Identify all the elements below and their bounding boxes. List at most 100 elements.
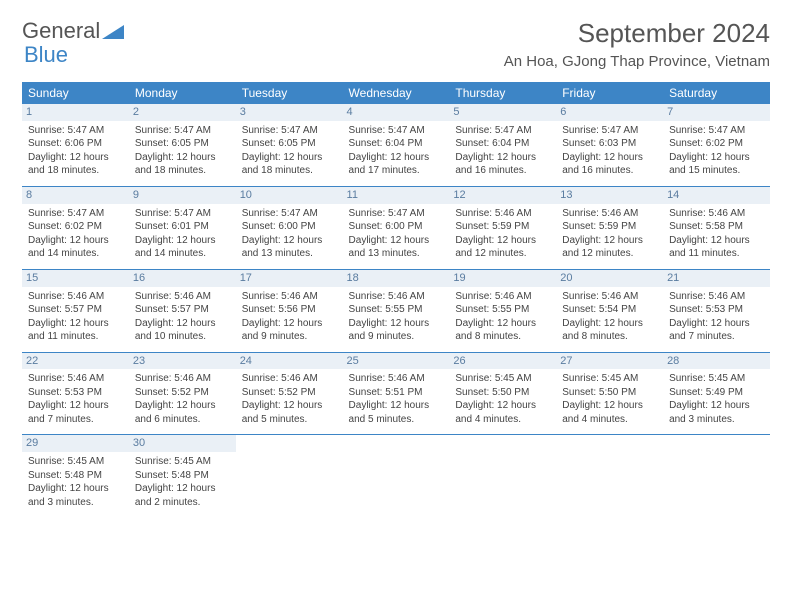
- sunrise-text: Sunrise: 5:47 AM: [349, 207, 444, 221]
- day-number: 28: [663, 353, 770, 370]
- daylight-text: Daylight: 12 hours and 12 minutes.: [455, 234, 550, 261]
- logo-text-blue: Blue: [24, 42, 68, 68]
- day-number: 30: [129, 435, 236, 452]
- calendar-cell: 2Sunrise: 5:47 AMSunset: 6:05 PMDaylight…: [129, 104, 236, 186]
- sunrise-text: Sunrise: 5:47 AM: [669, 124, 764, 138]
- calendar-cell: 22Sunrise: 5:46 AMSunset: 5:53 PMDayligh…: [22, 352, 129, 435]
- calendar-row: 29Sunrise: 5:45 AMSunset: 5:48 PMDayligh…: [22, 435, 770, 517]
- daylight-text: Daylight: 12 hours and 11 minutes.: [669, 234, 764, 261]
- calendar-cell: 4Sunrise: 5:47 AMSunset: 6:04 PMDaylight…: [343, 104, 450, 186]
- dayhead-wednesday: Wednesday: [343, 82, 450, 104]
- sunrise-text: Sunrise: 5:46 AM: [242, 290, 337, 304]
- daylight-text: Daylight: 12 hours and 3 minutes.: [28, 482, 123, 509]
- daylight-text: Daylight: 12 hours and 18 minutes.: [242, 151, 337, 178]
- sunset-text: Sunset: 6:02 PM: [669, 137, 764, 151]
- sunset-text: Sunset: 5:52 PM: [135, 386, 230, 400]
- day-number: 12: [449, 187, 556, 204]
- calendar-row: 15Sunrise: 5:46 AMSunset: 5:57 PMDayligh…: [22, 269, 770, 352]
- sunrise-text: Sunrise: 5:46 AM: [28, 372, 123, 386]
- calendar-row: 22Sunrise: 5:46 AMSunset: 5:53 PMDayligh…: [22, 352, 770, 435]
- sunrise-text: Sunrise: 5:45 AM: [28, 455, 123, 469]
- day-number: 26: [449, 353, 556, 370]
- daylight-text: Daylight: 12 hours and 7 minutes.: [669, 317, 764, 344]
- calendar-cell: 15Sunrise: 5:46 AMSunset: 5:57 PMDayligh…: [22, 269, 129, 352]
- sunset-text: Sunset: 5:59 PM: [455, 220, 550, 234]
- calendar-cell: 13Sunrise: 5:46 AMSunset: 5:59 PMDayligh…: [556, 186, 663, 269]
- sunset-text: Sunset: 6:05 PM: [242, 137, 337, 151]
- day-number: 2: [129, 104, 236, 121]
- day-number: 29: [22, 435, 129, 452]
- calendar-table: Sunday Monday Tuesday Wednesday Thursday…: [22, 82, 770, 517]
- day-number: 4: [343, 104, 450, 121]
- sunset-text: Sunset: 5:58 PM: [669, 220, 764, 234]
- sunset-text: Sunset: 5:48 PM: [28, 469, 123, 483]
- day-number: 5: [449, 104, 556, 121]
- title-block: September 2024 An Hoa, GJong Thap Provin…: [504, 18, 770, 70]
- calendar-cell: 26Sunrise: 5:45 AMSunset: 5:50 PMDayligh…: [449, 352, 556, 435]
- daylight-text: Daylight: 12 hours and 10 minutes.: [135, 317, 230, 344]
- sunset-text: Sunset: 6:04 PM: [349, 137, 444, 151]
- location: An Hoa, GJong Thap Province, Vietnam: [504, 53, 770, 70]
- calendar-cell: [343, 435, 450, 517]
- day-number: 14: [663, 187, 770, 204]
- day-number: 22: [22, 353, 129, 370]
- daylight-text: Daylight: 12 hours and 8 minutes.: [562, 317, 657, 344]
- sunrise-text: Sunrise: 5:45 AM: [135, 455, 230, 469]
- sunset-text: Sunset: 6:02 PM: [28, 220, 123, 234]
- calendar-cell: 3Sunrise: 5:47 AMSunset: 6:05 PMDaylight…: [236, 104, 343, 186]
- logo-triangle-icon: [102, 23, 124, 39]
- day-number: 6: [556, 104, 663, 121]
- day-number: 18: [343, 270, 450, 287]
- day-number: 15: [22, 270, 129, 287]
- daylight-text: Daylight: 12 hours and 18 minutes.: [28, 151, 123, 178]
- sunrise-text: Sunrise: 5:45 AM: [562, 372, 657, 386]
- calendar-cell: 10Sunrise: 5:47 AMSunset: 6:00 PMDayligh…: [236, 186, 343, 269]
- calendar-cell: 27Sunrise: 5:45 AMSunset: 5:50 PMDayligh…: [556, 352, 663, 435]
- sunset-text: Sunset: 5:55 PM: [455, 303, 550, 317]
- day-number: 23: [129, 353, 236, 370]
- sunset-text: Sunset: 6:01 PM: [135, 220, 230, 234]
- daylight-text: Daylight: 12 hours and 17 minutes.: [349, 151, 444, 178]
- daylight-text: Daylight: 12 hours and 11 minutes.: [28, 317, 123, 344]
- sunset-text: Sunset: 5:57 PM: [28, 303, 123, 317]
- sunset-text: Sunset: 5:56 PM: [242, 303, 337, 317]
- daylight-text: Daylight: 12 hours and 16 minutes.: [455, 151, 550, 178]
- calendar-cell: 21Sunrise: 5:46 AMSunset: 5:53 PMDayligh…: [663, 269, 770, 352]
- sunrise-text: Sunrise: 5:47 AM: [28, 124, 123, 138]
- calendar-row: 8Sunrise: 5:47 AMSunset: 6:02 PMDaylight…: [22, 186, 770, 269]
- day-number: 10: [236, 187, 343, 204]
- calendar-cell: 7 Sunrise: 5:47 AMSunset: 6:02 PMDaylight…: [663, 104, 770, 186]
- daylight-text: Daylight: 12 hours and 15 minutes.: [669, 151, 764, 178]
- sunrise-text: Sunrise: 5:46 AM: [242, 372, 337, 386]
- day-number: 7: [663, 104, 770, 121]
- calendar-body: 1Sunrise: 5:47 AMSunset: 6:06 PMDaylight…: [22, 104, 770, 517]
- sunrise-text: Sunrise: 5:46 AM: [562, 207, 657, 221]
- daylight-text: Daylight: 12 hours and 5 minutes.: [242, 399, 337, 426]
- sunrise-text: Sunrise: 5:46 AM: [349, 290, 444, 304]
- calendar-cell: 17Sunrise: 5:46 AMSunset: 5:56 PMDayligh…: [236, 269, 343, 352]
- sunset-text: Sunset: 5:55 PM: [349, 303, 444, 317]
- sunset-text: Sunset: 6:05 PM: [135, 137, 230, 151]
- calendar-cell: 12Sunrise: 5:46 AMSunset: 5:59 PMDayligh…: [449, 186, 556, 269]
- daylight-text: Daylight: 12 hours and 2 minutes.: [135, 482, 230, 509]
- daylight-text: Daylight: 12 hours and 5 minutes.: [349, 399, 444, 426]
- sunset-text: Sunset: 6:03 PM: [562, 137, 657, 151]
- day-number: 19: [449, 270, 556, 287]
- sunrise-text: Sunrise: 5:46 AM: [349, 372, 444, 386]
- calendar-cell: 18Sunrise: 5:46 AMSunset: 5:55 PMDayligh…: [343, 269, 450, 352]
- sunrise-text: Sunrise: 5:47 AM: [28, 207, 123, 221]
- sunrise-text: Sunrise: 5:45 AM: [455, 372, 550, 386]
- logo: General: [22, 18, 124, 44]
- daylight-text: Daylight: 12 hours and 14 minutes.: [135, 234, 230, 261]
- calendar-cell: 14Sunrise: 5:46 AMSunset: 5:58 PMDayligh…: [663, 186, 770, 269]
- day-number: 27: [556, 353, 663, 370]
- sunset-text: Sunset: 5:57 PM: [135, 303, 230, 317]
- day-number: 3: [236, 104, 343, 121]
- day-number: 8: [22, 187, 129, 204]
- sunrise-text: Sunrise: 5:46 AM: [135, 372, 230, 386]
- month-title: September 2024: [504, 18, 770, 49]
- sunrise-text: Sunrise: 5:47 AM: [562, 124, 657, 138]
- sunset-text: Sunset: 6:00 PM: [349, 220, 444, 234]
- calendar-cell: 25Sunrise: 5:46 AMSunset: 5:51 PMDayligh…: [343, 352, 450, 435]
- weekday-header-row: Sunday Monday Tuesday Wednesday Thursday…: [22, 82, 770, 104]
